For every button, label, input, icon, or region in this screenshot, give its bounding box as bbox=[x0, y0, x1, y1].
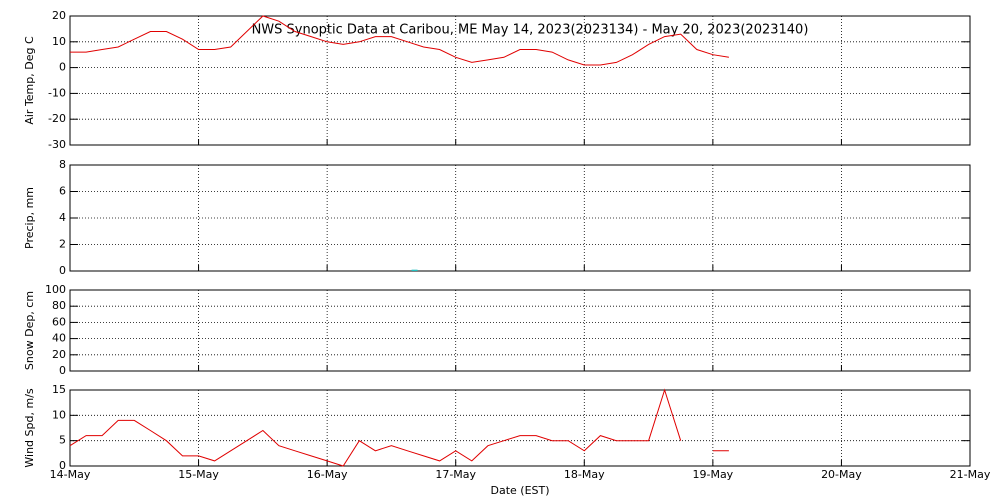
y-tick-label: -10 bbox=[48, 86, 66, 99]
x-tick-label: 15-May bbox=[178, 468, 219, 481]
y-tick-label: 2 bbox=[59, 238, 66, 251]
x-tick-label: 16-May bbox=[307, 468, 348, 481]
y-tick-label: 8 bbox=[59, 158, 66, 171]
y-tick-label: 0 bbox=[59, 364, 66, 377]
y-axis-title: Air Temp, Deg C bbox=[23, 36, 36, 125]
x-tick-label: 19-May bbox=[692, 468, 733, 481]
y-tick-label: -20 bbox=[48, 112, 66, 125]
plot-frame bbox=[69, 389, 971, 467]
x-axis-title: Date (EST) bbox=[490, 484, 549, 497]
x-tick-label: 18-May bbox=[564, 468, 605, 481]
y-tick-label: 80 bbox=[52, 299, 66, 312]
data-line bbox=[70, 15, 729, 66]
plot-frame bbox=[69, 15, 971, 146]
y-tick-label: 0 bbox=[59, 61, 66, 74]
y-tick-label: 20 bbox=[52, 348, 66, 361]
y-tick-label: 0 bbox=[59, 459, 66, 472]
y-tick-label: 0 bbox=[59, 264, 66, 277]
y-tick-label: 5 bbox=[59, 434, 66, 447]
y-tick-label: 60 bbox=[52, 315, 66, 328]
x-tick-label: 14-May bbox=[50, 468, 91, 481]
chart-title: NWS Synoptic Data at Caribou, ME May 14,… bbox=[252, 23, 809, 38]
y-tick-label: 15 bbox=[52, 383, 66, 396]
y-tick-label: 6 bbox=[59, 185, 66, 198]
x-tick-label: 20-May bbox=[821, 468, 862, 481]
y-tick-label: 20 bbox=[52, 9, 66, 22]
y-axis-title: Wind Spd, m/s bbox=[23, 388, 36, 468]
y-tick-label: 10 bbox=[52, 35, 66, 48]
plot-frame bbox=[69, 289, 971, 372]
y-tick-label: 4 bbox=[59, 211, 66, 224]
y-tick-label: 100 bbox=[45, 283, 66, 296]
x-tick-label: 21-May bbox=[950, 468, 991, 481]
y-tick-label: 10 bbox=[52, 408, 66, 421]
y-tick-label: 40 bbox=[52, 332, 66, 345]
y-tick-label: -30 bbox=[48, 138, 66, 151]
y-axis-title: Precip, mm bbox=[23, 187, 36, 249]
x-tick-label: 17-May bbox=[435, 468, 476, 481]
y-axis-title: Snow Dep, cm bbox=[23, 291, 36, 370]
bar bbox=[411, 269, 418, 271]
data-line bbox=[69, 388, 729, 467]
